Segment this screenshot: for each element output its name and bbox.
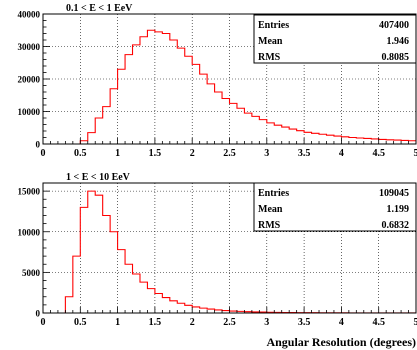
- stats-entries-value: 109045: [379, 188, 409, 199]
- x-tick-label: 1: [115, 148, 120, 159]
- stats-box-frame: [253, 182, 417, 232]
- x-tick-label: 3.5: [298, 148, 311, 159]
- panel-title: 1 < E < 10 EeV: [66, 172, 131, 183]
- x-tick-label: 0: [41, 148, 46, 159]
- stats-rms-label: RMS: [258, 220, 281, 231]
- x-tick-label: 4.5: [372, 317, 385, 328]
- y-tick-label: 15000: [18, 187, 41, 197]
- x-tick-label: 5: [414, 148, 417, 159]
- stats-rms-value: 0.8085: [382, 52, 410, 63]
- histogram-panel-high-energy: 1 < E < 10 EeV 0 0.5 1 1.5 2 2.5 3 3.5 4 4.5 5 0 500…: [18, 172, 417, 349]
- axes: 0 0.5 1 1.5 2 2.5 3 3.5 4 4.5 5 0 5000 10000 15000: [18, 182, 417, 328]
- x-tick-label: 0: [41, 317, 46, 328]
- x-tick-label: 0.5: [74, 148, 87, 159]
- stats-box: Entries 407400 Mean 1.946 RMS 0.8085: [253, 14, 417, 64]
- x-tick-label: 5: [414, 317, 417, 328]
- x-tick-label: 2.5: [223, 317, 236, 328]
- y-tick-label: 0: [36, 309, 41, 319]
- x-tick-label: 4: [339, 148, 344, 159]
- axes: 0 0.5 1 1.5 2 2.5 3 3.5 4 4.5 5 0 10000 20000 30000 400…: [18, 10, 417, 160]
- y-tick-label: 20000: [18, 75, 41, 85]
- stats-entries-label: Entries: [258, 20, 289, 31]
- stats-rms-label: RMS: [258, 52, 281, 63]
- y-tick-label: 30000: [18, 42, 41, 52]
- x-tick-label: 1.5: [149, 317, 162, 328]
- x-tick-label: 1: [115, 317, 120, 328]
- x-tick-label: 4: [339, 317, 344, 328]
- x-tick-label: 0.5: [74, 317, 87, 328]
- stats-mean-label: Mean: [258, 36, 283, 47]
- x-tick-label: 3.5: [298, 317, 311, 328]
- x-tick-label: 4.5: [372, 148, 385, 159]
- stats-entries-value: 407400: [379, 20, 409, 31]
- stats-box: Entries 109045 Mean 1.199 RMS 0.6832: [253, 182, 417, 232]
- y-tick-label: 0: [36, 140, 41, 150]
- stats-mean-value: 1.199: [387, 204, 410, 215]
- stats-box-frame: [253, 14, 417, 64]
- x-tick-label: 1.5: [149, 148, 162, 159]
- x-tick-label: 2: [190, 317, 195, 328]
- x-tick-label: 3: [264, 317, 269, 328]
- stats-mean-value: 1.946: [387, 36, 410, 47]
- stats-rms-value: 0.6832: [382, 220, 410, 231]
- histogram-panel-low-energy: 0.1 < E < 1 EeV 0 0.5 1 1.5 2 2.5 3 3.5 4 4.5 5 0 10…: [18, 3, 417, 159]
- stats-mean-label: Mean: [258, 204, 283, 215]
- x-tick-label: 2: [190, 148, 195, 159]
- x-axis-label: Angular Resolution (degrees): [266, 335, 416, 349]
- grid-lines: [43, 183, 416, 313]
- x-tick-label: 2.5: [223, 148, 236, 159]
- histogram-line: [43, 29, 416, 145]
- stats-entries-label: Entries: [258, 188, 289, 199]
- y-tick-label: 10000: [18, 107, 41, 117]
- y-tick-label: 5000: [22, 268, 41, 278]
- y-tick-label: 40000: [18, 10, 41, 20]
- panel-title: 0.1 < E < 1 EeV: [66, 3, 133, 14]
- y-tick-label: 10000: [18, 227, 41, 237]
- x-tick-label: 3: [264, 148, 269, 159]
